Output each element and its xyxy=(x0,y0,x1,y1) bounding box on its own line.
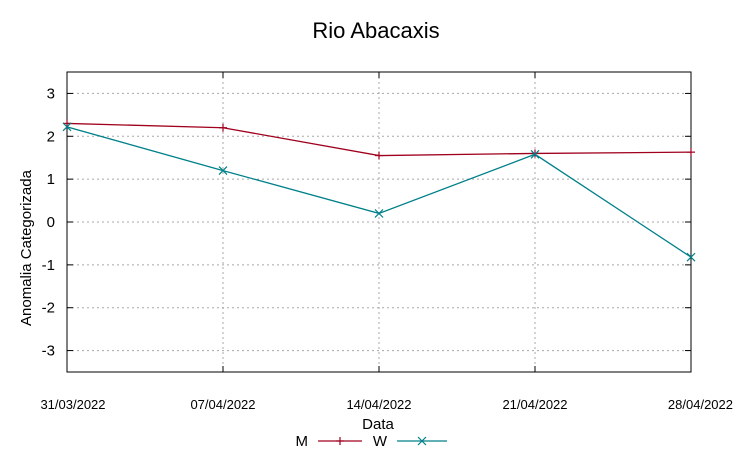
y-axis-ticks: 3 2 1 0 -1 -2 -3 xyxy=(42,85,691,360)
x-tick-label: 14/04/2022 xyxy=(346,397,411,412)
legend-label-W: W xyxy=(373,433,388,450)
x-tick-label: 28/04/2022 xyxy=(668,397,733,412)
x-axis-ticks: 31/03/2022 07/04/2022 14/04/2022 21/04/2022… xyxy=(40,72,733,412)
y-tick-label: -2 xyxy=(42,300,55,317)
data-point-W xyxy=(62,122,72,132)
x-tick-label: 31/03/2022 xyxy=(40,397,105,412)
y-tick-label: -1 xyxy=(42,257,55,274)
x-tick-label: 21/04/2022 xyxy=(502,397,567,412)
legend-label-M: M xyxy=(296,433,309,450)
plot-grid xyxy=(67,72,691,372)
data-point-W xyxy=(530,149,540,159)
x-axis-label: Data xyxy=(362,416,394,433)
x-tick-label: 07/04/2022 xyxy=(190,397,255,412)
y-tick-label: 2 xyxy=(47,128,55,145)
y-tick-label: 0 xyxy=(47,214,55,231)
chart-title: Rio Abacaxis xyxy=(312,18,439,43)
y-tick-label: -3 xyxy=(42,343,55,360)
data-point-W xyxy=(374,209,384,218)
data-point-W xyxy=(218,166,228,175)
data-point-W xyxy=(686,252,696,262)
legend-marker-W xyxy=(417,436,427,446)
y-axis-label: Anomalia Categorizada xyxy=(18,169,35,326)
series-lines xyxy=(62,119,696,262)
y-tick-label: 3 xyxy=(47,85,55,102)
y-tick-label: 1 xyxy=(47,171,55,188)
